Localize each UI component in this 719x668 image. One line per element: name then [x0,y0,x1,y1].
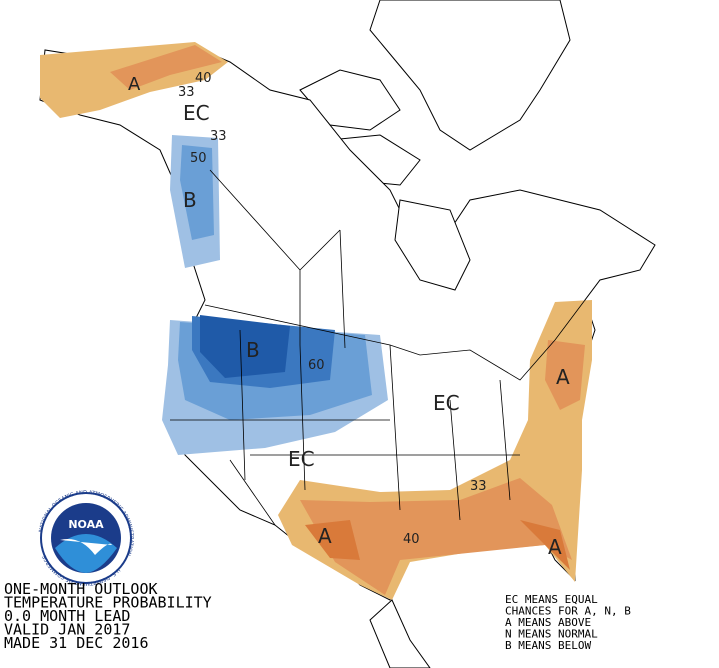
se-above-40 [300,340,585,595]
logo-name: NOAA [68,518,104,531]
label: EC [183,101,210,125]
contour-label: 33 [210,129,227,144]
legend-line: B MEANS BELOW [505,639,591,652]
label: EC [433,391,460,415]
borders [170,169,586,526]
hudson-bay [394,199,471,291]
noaa-logo: NOAA NATIONAL OCEANIC AND ATMOSPHERIC AD… [38,490,134,586]
title-line: VALID JAN 2017 [4,621,130,639]
title-line: 0.0 MONTH LEAD [4,607,130,625]
contour-label: 40 [195,71,212,86]
logo-bird [60,539,112,555]
logo-wave [55,534,117,573]
legend-line: CHANCES FOR A, N, B [505,605,631,618]
se-above-50 [305,520,570,570]
label: A [128,74,141,95]
legend-line: N MEANS NORMAL [505,628,598,641]
label: A [318,524,332,548]
contour-label: 40 [403,532,420,547]
title-line: TEMPERATURE PROBABILITY [4,594,212,612]
label: B [246,338,260,362]
mexico [369,599,431,668]
label: A [556,365,570,389]
label: EC [288,447,315,471]
contour-label: 33 [178,85,195,100]
contour-label: 50 [190,151,207,166]
label: A [548,535,562,559]
label: B [183,188,197,212]
legend-line: EC MEANS EQUAL [505,593,598,606]
panhandle-below-50 [180,145,214,240]
alaska-above-40 [110,45,222,90]
legend-line: A MEANS ABOVE [505,616,591,629]
title-line: ONE-MONTH OUTLOOK [4,580,158,598]
contour-label: 33 [470,479,487,494]
title-line: MADE 31 DEC 2016 [4,634,149,652]
map-labels: A 40 33 EC 33 50 B B 60 EC EC 33 40 A A … [128,71,570,559]
greenland [369,0,571,151]
nw-below-60 [200,315,290,378]
contour-label: 60 [308,358,325,373]
